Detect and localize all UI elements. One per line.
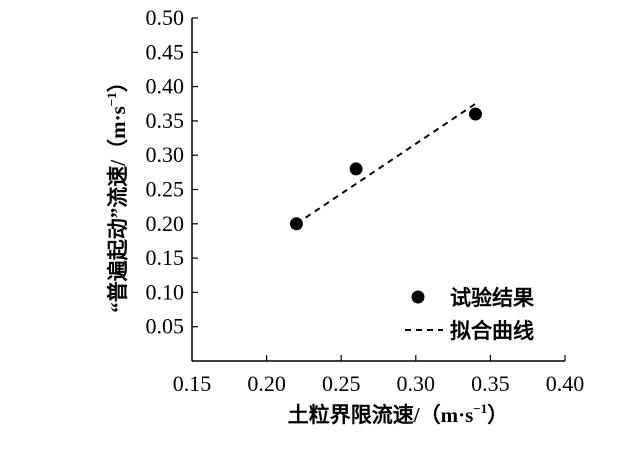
x-axis-title: 土粒界限流速/（m·s−1） xyxy=(288,401,508,427)
y-tick-label: 0.05 xyxy=(146,314,185,339)
x-tick-label: 0.40 xyxy=(546,371,585,396)
y-axis-title-main: “普遍起动”流速/（m·s xyxy=(106,106,130,313)
y-tick-label: 0.30 xyxy=(146,142,185,167)
y-tick-label: 0.50 xyxy=(146,5,185,30)
x-axis-title-sup: −1 xyxy=(473,401,487,416)
y-tick-label: 0.40 xyxy=(146,74,185,99)
y-tick-label: 0.25 xyxy=(146,177,185,202)
y-tick-label: 0.15 xyxy=(146,245,185,270)
y-tick-label: 0.10 xyxy=(146,279,185,304)
x-tick-label: 0.25 xyxy=(322,371,361,396)
x-tick-label: 0.35 xyxy=(471,371,510,396)
y-axis-title-tail: ） xyxy=(106,71,130,92)
legend-label: 试验结果 xyxy=(450,286,534,310)
fit-line xyxy=(295,102,477,225)
x-tick-label: 0.15 xyxy=(173,371,212,396)
series-layer xyxy=(289,102,482,231)
legend-label: 拟合曲线 xyxy=(450,319,534,343)
x-axis-title-main: 土粒界限流速/（m·s xyxy=(288,403,474,427)
x-tick-label: 0.30 xyxy=(397,371,436,396)
y-tick-label: 0.20 xyxy=(146,211,185,236)
data-point xyxy=(349,162,363,176)
y-axis-title: “普遍起动”流速/（m·s−1） xyxy=(104,71,130,312)
x-tick-label: 0.20 xyxy=(247,371,286,396)
x-axis-title-tail: ） xyxy=(487,403,508,427)
y-axis-title-sup: −1 xyxy=(104,92,119,106)
data-point xyxy=(468,107,482,121)
y-tick-label: 0.45 xyxy=(146,39,185,64)
ticks: 0.15 0.20 0.25 0.30 0.35 0.40 0.05 0.10 0.15 0.20… xyxy=(146,5,585,396)
legend-marker-swatch xyxy=(411,290,425,304)
y-tick-label: 0.35 xyxy=(146,108,185,133)
